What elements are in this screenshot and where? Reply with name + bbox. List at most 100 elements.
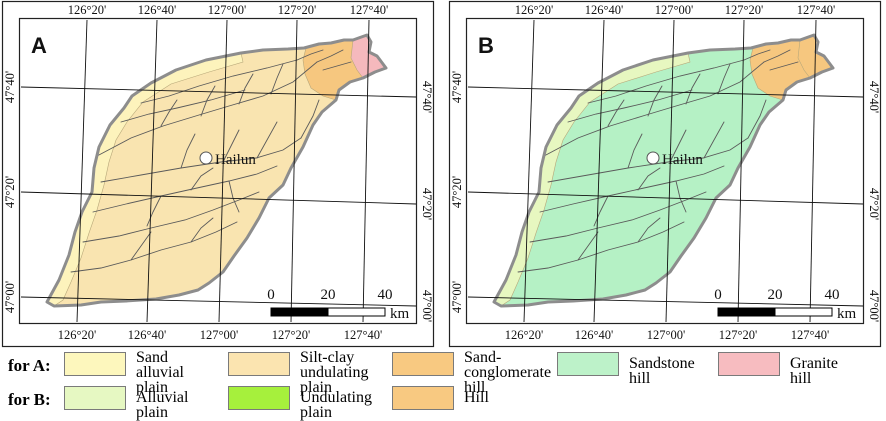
river <box>543 61 765 157</box>
top-longitude-label: 127°00' <box>655 3 694 17</box>
river <box>529 191 707 243</box>
legend-swatch <box>718 352 780 376</box>
bottom-longitude-label: 127°20' <box>272 328 311 342</box>
legend-item-label: Sandstone hill <box>629 355 695 387</box>
scale-bar: 0 20 40 km <box>267 287 409 322</box>
river-network <box>517 49 799 273</box>
river <box>316 49 344 63</box>
scale-tick-label: 20 <box>321 287 336 303</box>
graticule <box>467 19 864 323</box>
river <box>743 49 771 61</box>
left-latitude-label: 47°20' <box>450 176 464 208</box>
bottom-longitude-label: 127°40' <box>791 328 830 342</box>
scale-tick-label: 40 <box>378 287 393 303</box>
river <box>539 165 725 213</box>
city-label: Hailun <box>215 152 256 168</box>
legend-swatch <box>392 386 454 410</box>
scale-unit: km <box>837 306 857 322</box>
river <box>763 49 791 63</box>
longitude-line <box>146 19 158 323</box>
legend-swatch <box>228 352 290 376</box>
scale-bar-white <box>327 307 386 317</box>
longitude-line <box>737 19 745 323</box>
bottom-longitude-label: 126°40' <box>575 328 614 342</box>
right-latitude-label: 47°20' <box>420 188 434 220</box>
river <box>146 195 162 227</box>
river <box>637 167 661 191</box>
scale-tick-label: 40 <box>825 287 840 303</box>
legend-item-label: Sand- conglomerate hill <box>464 349 552 396</box>
river <box>587 59 745 104</box>
top-longitude-label: 126°40' <box>585 3 624 17</box>
study-area <box>493 34 834 307</box>
bottom-longitude-label: 126°20' <box>58 328 97 342</box>
latitude-line <box>20 296 417 307</box>
latitude-line <box>467 296 864 307</box>
river <box>222 129 240 163</box>
panel-letter: A <box>31 33 47 58</box>
legend-item-label: Granite hill <box>790 355 838 387</box>
right-latitude-label: 47°00' <box>420 290 434 322</box>
river <box>82 191 260 243</box>
legend-item-label: Alluvial plain <box>136 389 189 421</box>
top-longitude-label: 127°20' <box>278 3 317 17</box>
river <box>296 49 324 61</box>
bottom-longitude-label: 126°20' <box>505 328 544 342</box>
legend-row-b: for B: Alluvial plain Undulating plain H… <box>0 384 886 421</box>
legend-item-label: Hill <box>464 389 489 406</box>
longitude-line <box>593 19 605 323</box>
legend-swatch <box>392 352 454 376</box>
longitude-line <box>809 19 817 323</box>
river <box>703 121 725 159</box>
top-longitude-label: 127°00' <box>208 3 247 17</box>
scale-bar: 0 20 40 km <box>714 287 856 322</box>
right-latitude-label: 47°20' <box>867 188 881 220</box>
region-outline <box>492 33 835 308</box>
river <box>627 133 643 169</box>
river <box>120 89 246 123</box>
longitude-line <box>362 19 370 323</box>
river <box>256 121 278 159</box>
legend-row-label: for B: <box>8 390 51 409</box>
right-latitude-label: 47°40' <box>867 81 881 113</box>
city-label: Hailun <box>662 152 703 168</box>
river <box>747 99 767 139</box>
river <box>190 167 214 191</box>
longitude-line <box>523 19 535 323</box>
longitude-line <box>218 19 228 323</box>
legend-swatch <box>557 352 619 376</box>
river <box>96 61 318 157</box>
latitude-line <box>467 86 864 98</box>
river <box>685 73 701 105</box>
river <box>92 165 278 213</box>
scale-tick-label: 0 <box>714 287 722 303</box>
scale-unit: km <box>390 306 410 322</box>
river <box>70 221 238 273</box>
left-latitude-label: 47°20' <box>3 176 17 208</box>
scale-tick-label: 20 <box>768 287 783 303</box>
left-latitude-label: 47°40' <box>450 71 464 103</box>
scale-tick-label: 0 <box>267 287 275 303</box>
latitude-line <box>20 86 417 98</box>
city-marker <box>199 151 213 165</box>
river <box>160 99 178 127</box>
right-latitude-label: 47°40' <box>420 81 434 113</box>
legend-item-label: Sand alluvial plain <box>136 349 184 396</box>
river <box>647 85 663 117</box>
scale-bar-black <box>717 307 776 317</box>
legend-item-label: Silt-clay undulating plain <box>300 349 369 396</box>
bottom-longitude-label: 127°00' <box>647 328 686 342</box>
scale-bar-black <box>270 307 329 317</box>
legend-swatch <box>64 352 126 376</box>
latitude-line <box>467 191 864 205</box>
left-latitude-label: 47°00' <box>450 281 464 313</box>
legend-swatch <box>228 386 290 410</box>
river <box>200 85 216 117</box>
river <box>238 73 254 105</box>
longitude-line <box>665 19 675 323</box>
river-network <box>70 49 352 273</box>
legend-row-a: for A: Sand alluvial plain Silt-clay und… <box>0 350 886 396</box>
river <box>130 231 152 261</box>
river <box>637 217 661 243</box>
left-latitude-label: 47°00' <box>3 281 17 313</box>
